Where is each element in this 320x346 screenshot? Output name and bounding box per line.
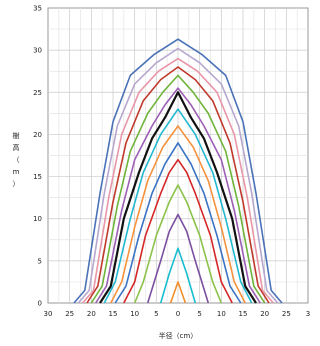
series-line-5 — [123, 158, 233, 304]
x-tick-label: 10 — [217, 310, 226, 318]
x-tick-label: 5 — [197, 310, 201, 318]
x-tick-label: 0 — [176, 310, 180, 318]
y-axis-title-char: m — [13, 168, 20, 176]
y-tick-label: 25 — [33, 89, 42, 97]
y-tick-label: 0 — [38, 300, 42, 308]
series-line-7 — [110, 125, 246, 304]
grid — [48, 8, 308, 303]
x-tick-label: 15 — [109, 310, 118, 318]
y-tick-label: 5 — [38, 257, 42, 265]
series-line-4 — [133, 184, 223, 304]
series-line-3 — [146, 213, 210, 304]
series-line-11 — [90, 74, 266, 304]
y-axis-title-char: 樹 — [13, 131, 20, 140]
y-axis-title: 樹高 （ m ） — [13, 131, 20, 188]
x-tick-label: 20 — [87, 310, 96, 318]
x-tick-label: 10 — [130, 310, 139, 318]
series-line-1 — [169, 281, 187, 304]
series-layer — [73, 38, 283, 304]
x-tick-label: 15 — [239, 310, 248, 318]
series-line-14 — [77, 47, 279, 304]
y-tick-label: 10 — [33, 215, 42, 223]
y-tick-label: 30 — [33, 47, 42, 55]
x-tick-label: 3 — [306, 310, 310, 318]
x-tick-label: 5 — [154, 310, 158, 318]
series-line-9 — [99, 91, 257, 304]
series-line-15 — [73, 38, 283, 304]
y-axis-title-char: ） — [13, 180, 20, 188]
y-axis-title-char: （ — [13, 156, 20, 164]
series-line-8 — [103, 108, 253, 304]
y-tick-label: 35 — [33, 5, 42, 13]
series-line-2 — [159, 247, 197, 304]
series-line-10 — [95, 87, 261, 304]
x-tick-label: 25 — [282, 310, 291, 318]
y-tick-label: 15 — [33, 173, 42, 181]
y-tick-label: 20 — [33, 131, 42, 139]
x-axis-title: 半径（cm） — [159, 331, 198, 340]
series-line-6 — [114, 142, 242, 304]
y-axis-title-char: 高 — [13, 143, 20, 152]
x-tick-label: 25 — [65, 310, 74, 318]
x-tick-label: 20 — [260, 310, 269, 318]
series-line-12 — [86, 66, 270, 304]
series-line-13 — [82, 57, 274, 304]
x-tick-label: 30 — [44, 310, 53, 318]
